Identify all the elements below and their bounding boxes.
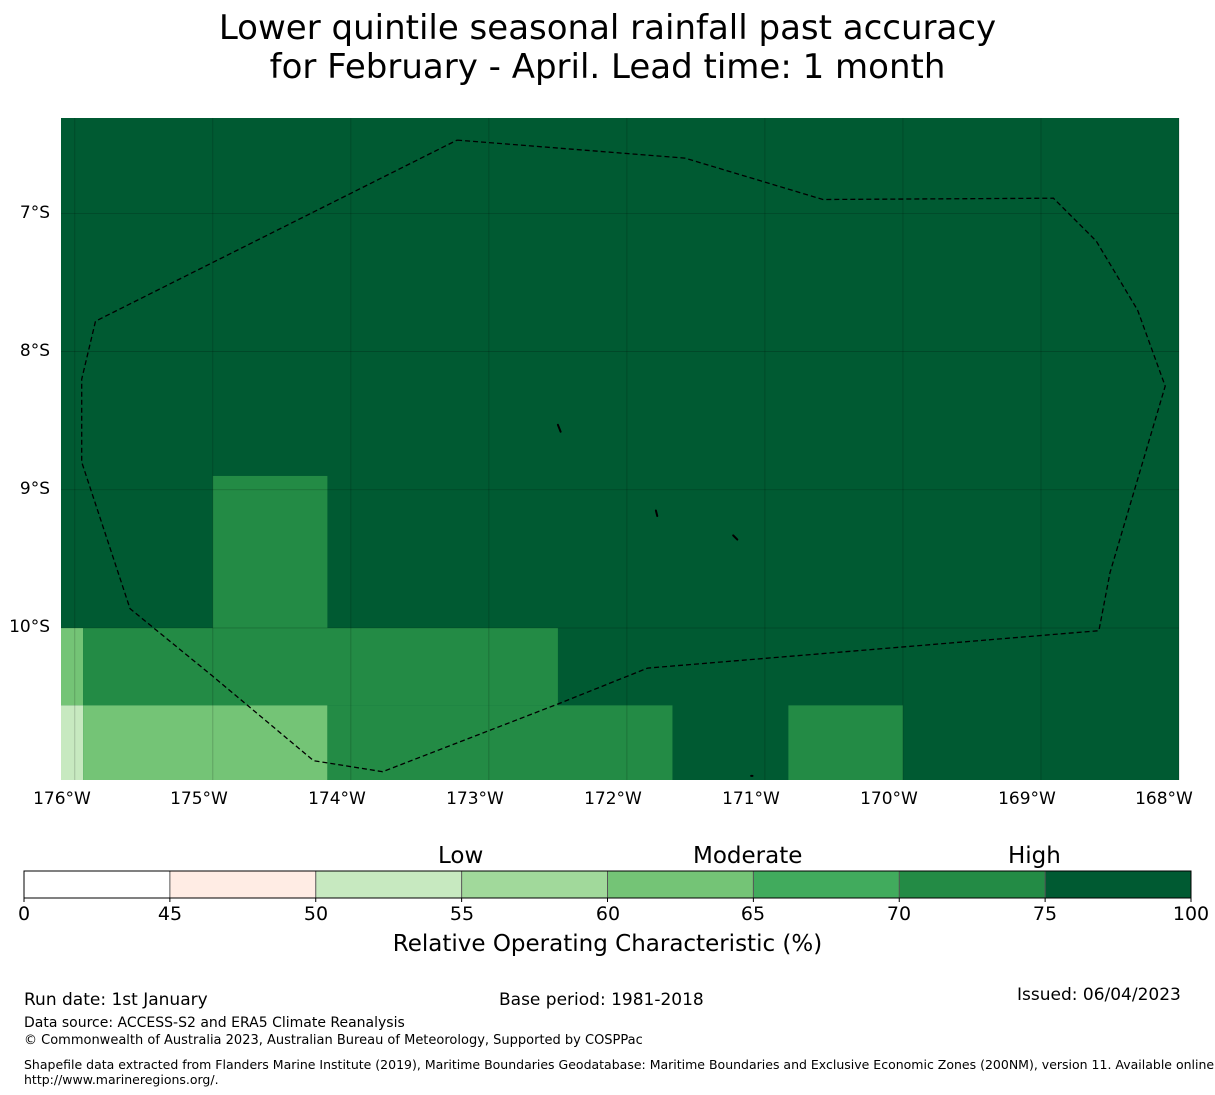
lon-label-168w: 168°W — [1135, 789, 1193, 809]
colorbar-bin-50-55 — [315, 871, 462, 898]
base-period: Base period: 1981-2018 — [499, 990, 704, 1010]
colorbar-tick-70: 70 — [886, 903, 912, 925]
issued-date: Issued: 06/04/2023 — [1017, 985, 1181, 1005]
colorbar-tick-0: 0 — [17, 903, 31, 925]
chart-title-line1: Lower quintile seasonal rainfall past ac… — [218, 8, 997, 48]
eez-boundary — [81, 139, 1166, 773]
colorbar-tick-75: 75 — [1032, 903, 1058, 925]
lon-label-172w: 172°W — [584, 789, 642, 809]
lon-label-174w: 174°W — [308, 789, 366, 809]
colorbar-bin-65-70 — [753, 871, 900, 898]
colorbar-tick-60: 60 — [595, 903, 621, 925]
island-1 — [654, 509, 659, 518]
colorbar-bin-0-45 — [24, 871, 170, 898]
roc-cell-6 — [788, 705, 903, 780]
roc-cell-3 — [61, 705, 84, 780]
roc-cell-5 — [327, 705, 673, 780]
lat-label-9s: 9°S — [19, 479, 50, 499]
colorbar-label-high: High — [1008, 843, 1061, 869]
roc-cell-1 — [61, 627, 84, 706]
lon-label-169w: 169°W — [998, 789, 1056, 809]
lat-label-10s: 10°S — [9, 617, 50, 637]
colorbar-label-low: Low — [438, 843, 484, 869]
lon-label-175w: 175°W — [170, 789, 228, 809]
roc-cell-4 — [83, 705, 328, 780]
island-0 — [556, 423, 562, 433]
lat-label-8s: 8°S — [19, 341, 50, 361]
lon-label-171w: 171°W — [722, 789, 780, 809]
colorbar-bin-45-50 — [169, 871, 316, 898]
lat-label-7s: 7°S — [19, 203, 50, 223]
colorbar-bin-70-75 — [899, 871, 1046, 898]
roc-cell-0 — [212, 475, 328, 628]
data-source: Data source: ACCESS-S2 and ERA5 Climate … — [24, 1015, 405, 1031]
chart-title-line2: for February - April. Lead time: 1 month — [269, 47, 946, 87]
shapefile-credit-line2: http://www.marineregions.org/. — [24, 1072, 219, 1087]
colorbar-tick-50: 50 — [303, 903, 329, 925]
colorbar-tick-55: 55 — [449, 903, 475, 925]
colorbar-tick-100: 100 — [1172, 903, 1210, 925]
colorbar-title: Relative Operating Characteristic (%) — [392, 931, 823, 957]
run-date: Run date: 1st January — [24, 990, 208, 1010]
colorbar-tick-65: 65 — [740, 903, 766, 925]
lon-label-176w: 176°W — [33, 789, 91, 809]
roc-cell-2 — [83, 627, 558, 706]
colorbar-tick-45: 45 — [157, 903, 183, 925]
colorbar-label-moderate: Moderate — [693, 843, 803, 869]
copyright: © Commonwealth of Australia 2023, Austra… — [24, 1033, 643, 1048]
colorbar-bin-60-65 — [607, 871, 754, 898]
lon-label-173w: 173°W — [446, 789, 504, 809]
island-2 — [732, 534, 739, 541]
colorbar-bin-75-100 — [1045, 871, 1191, 898]
colorbar-bin-55-60 — [461, 871, 608, 898]
lon-label-170w: 170°W — [860, 789, 918, 809]
shapefile-credit-line1: Shapefile data extracted from Flanders M… — [24, 1057, 1215, 1072]
